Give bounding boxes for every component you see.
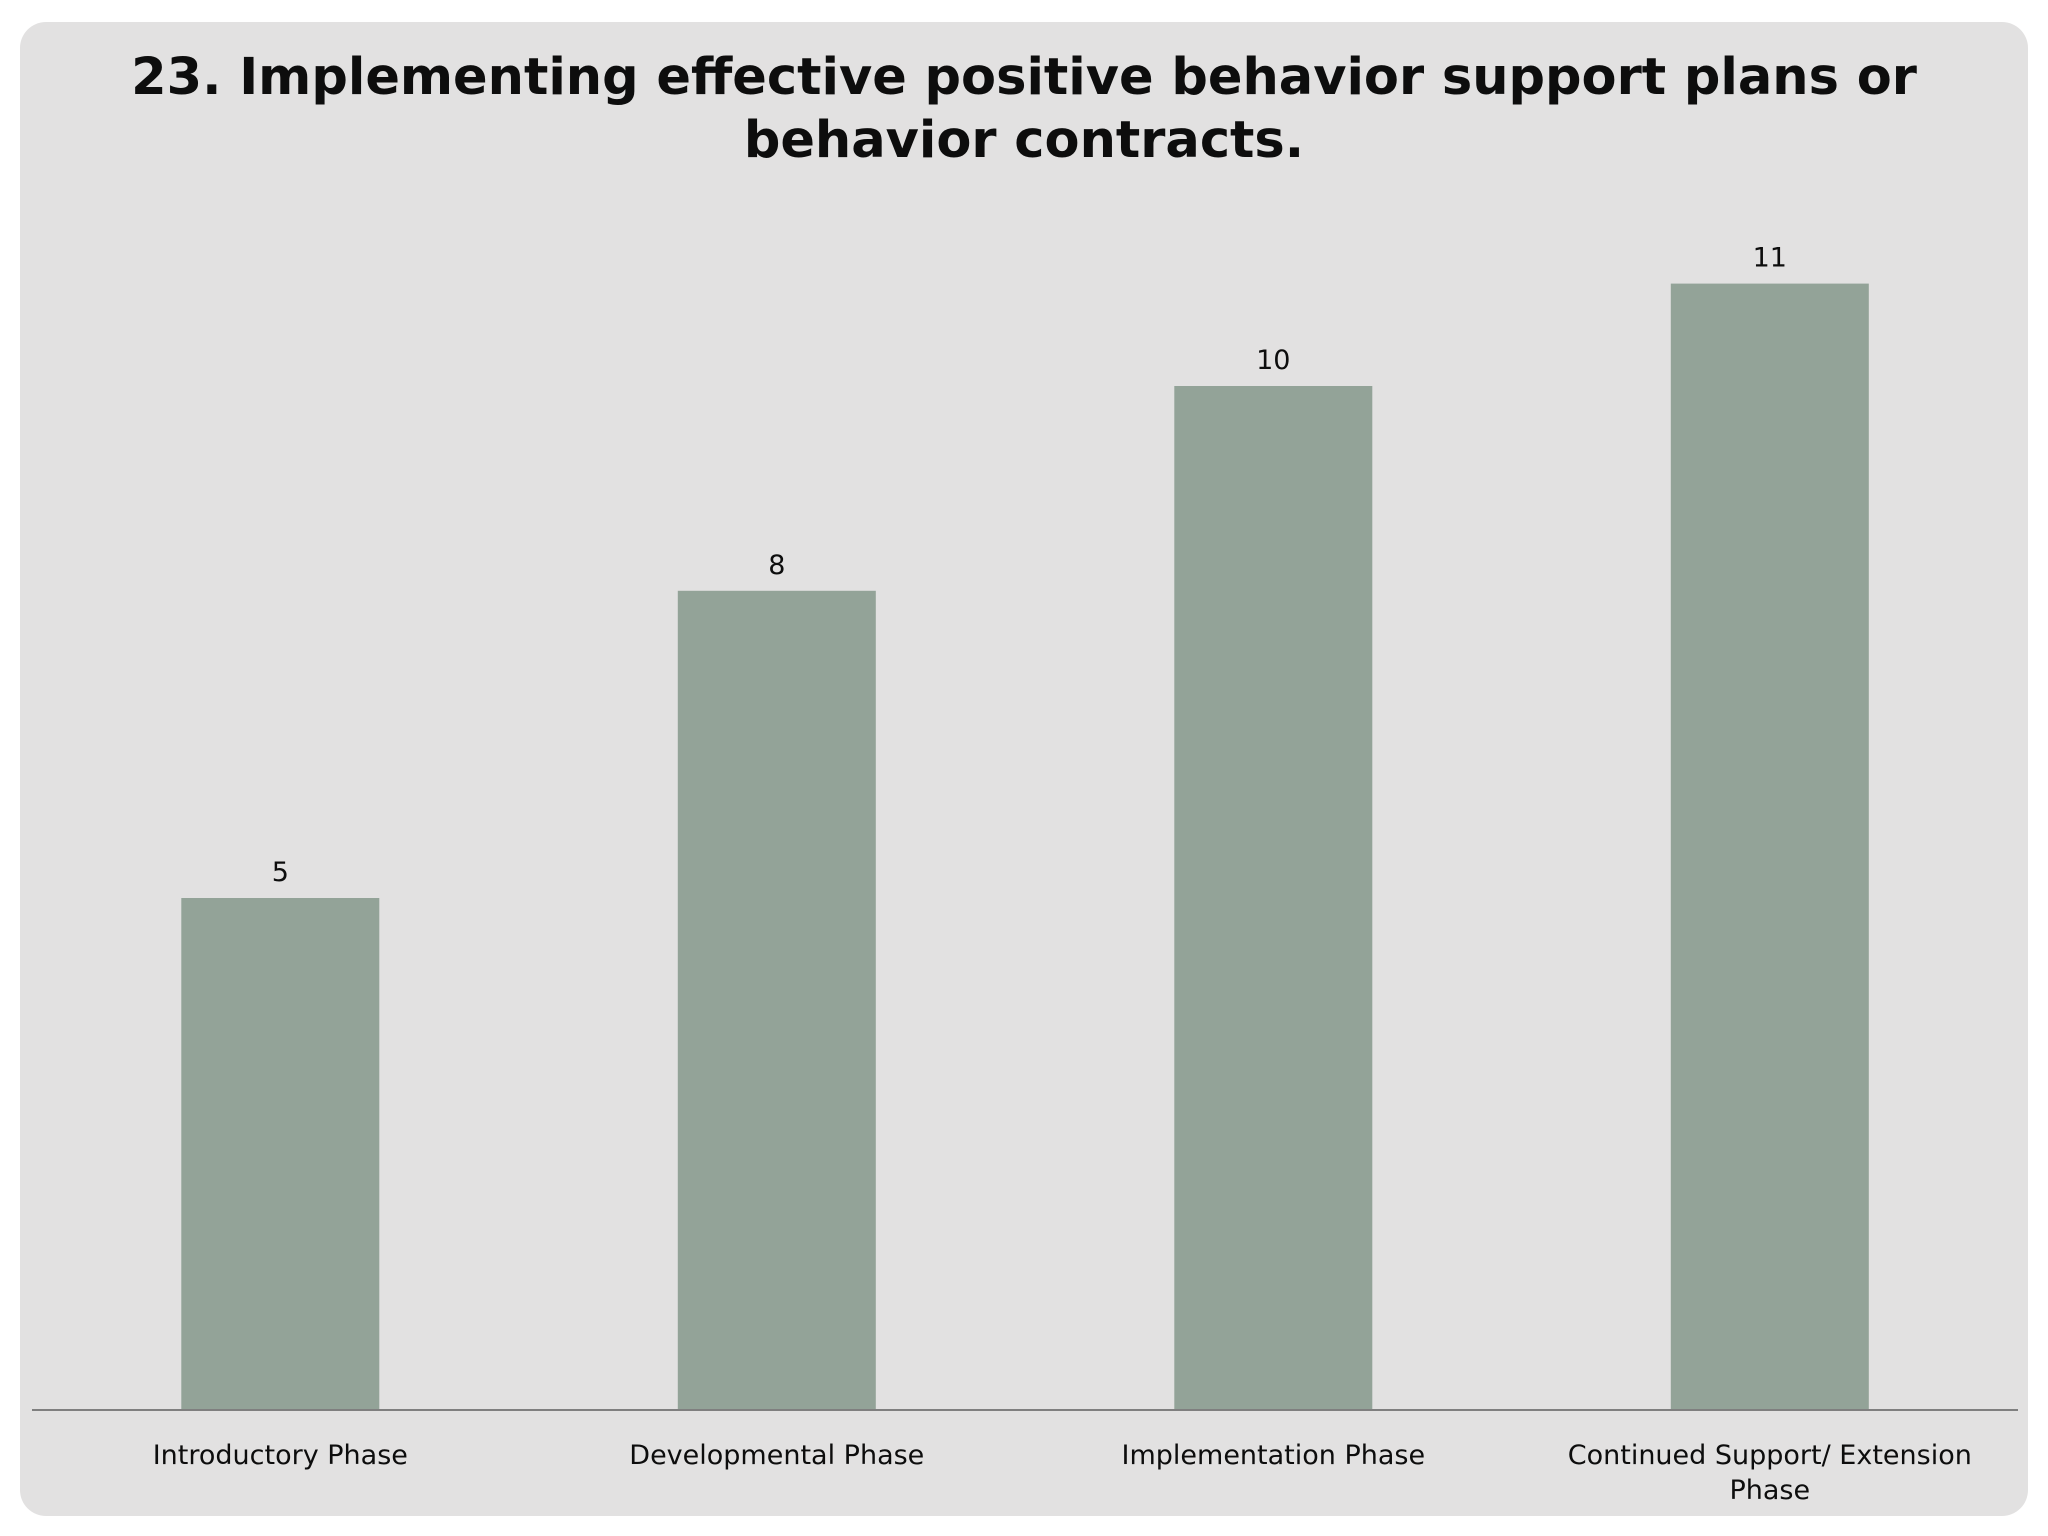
x-tick-label: Continued Support/ Extension (1568, 1440, 1972, 1471)
chart-panel: 23. Implementing effective positive beha… (20, 22, 2028, 1516)
data-label: 11 (1753, 243, 1787, 274)
bar (677, 590, 876, 1410)
bar (1670, 283, 1869, 1411)
data-label: 10 (1256, 345, 1290, 376)
data-label: 8 (768, 550, 785, 581)
chart-title: 23. Implementing effective positive beha… (20, 46, 2028, 172)
x-tick-label: Implementation Phase (1122, 1440, 1426, 1471)
x-tick-label: Introductory Phase (153, 1440, 408, 1471)
bar (1174, 386, 1373, 1410)
chart-title-line-2: behavior contracts. (743, 111, 1305, 170)
chart-title-line-1: 23. Implementing effective positive beha… (131, 48, 1917, 107)
data-label: 5 (272, 857, 289, 888)
bar (181, 898, 380, 1410)
bar-chart: 5 Introductory Phase 8 Developmental Phase 1… (32, 243, 2018, 1506)
x-tick-label: Phase (1729, 1475, 1810, 1506)
x-tick-label: Developmental Phase (629, 1440, 924, 1471)
